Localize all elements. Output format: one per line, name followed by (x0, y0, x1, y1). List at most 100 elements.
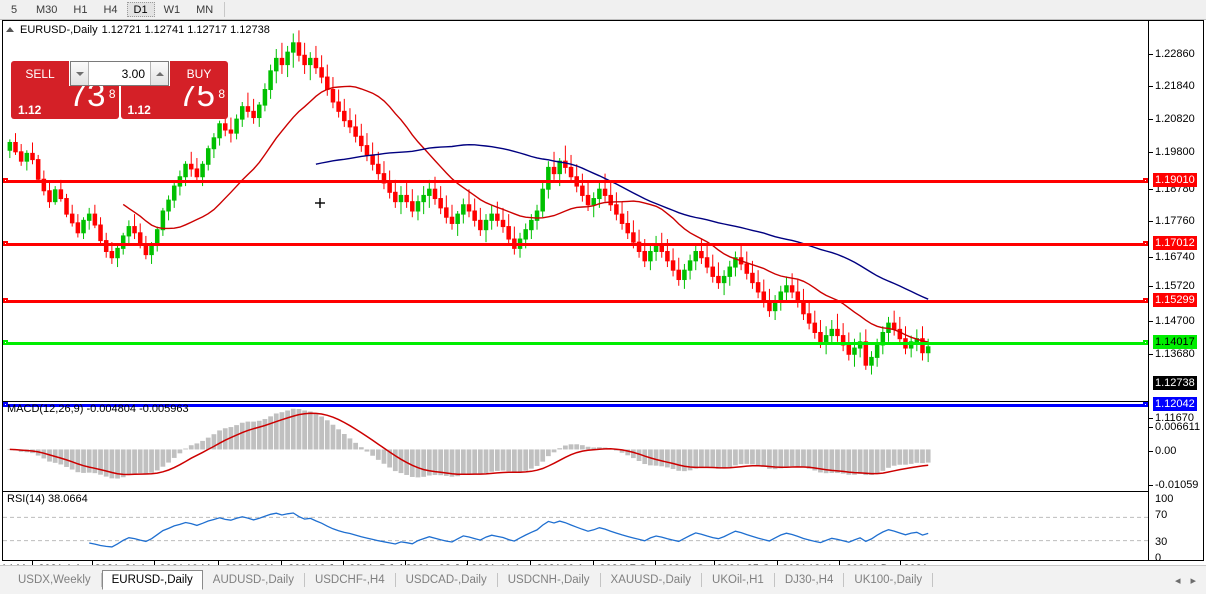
chart-tab-usdcnh-daily[interactable]: USDCNH-,Daily (507, 574, 590, 586)
price-scale-label: 1.20820 (1155, 113, 1195, 125)
timeframe-button-m30[interactable]: M30 (36, 3, 58, 16)
chart-tab-usdx-weekly[interactable]: USDX,Weekly (18, 574, 91, 586)
candle-series (7, 30, 931, 375)
tab-divider (773, 573, 775, 587)
tab-divider (701, 573, 703, 587)
timeframe-button-d1[interactable]: D1 (126, 2, 155, 17)
price-scale-level-label[interactable]: 1.17012 (1153, 236, 1197, 250)
chart-ohlc-values: 1.12721 1.12741 1.12717 1.12738 (101, 23, 270, 36)
price-scale-tick (1149, 54, 1153, 55)
chart-tabs: USDX,Weekly EURUSD-,Daily AUDUSD-,Daily USD… (8, 570, 934, 590)
date-axis-tick (776, 561, 778, 565)
rsi-line (89, 512, 929, 548)
price-scale-tick (1149, 257, 1153, 258)
macd-scale-label: 0.006611 (1155, 421, 1201, 433)
tab-divider (496, 573, 498, 587)
price-scale-label: 1.22860 (1155, 48, 1195, 60)
date-axis-tick (654, 561, 656, 565)
price-scale-label: 1.16740 (1155, 251, 1195, 263)
level-line (3, 404, 1148, 407)
chart-tab-ukoil-h1[interactable]: UKOil-,H1 (712, 574, 764, 586)
ma-fast-line (122, 85, 929, 343)
buy-button[interactable]: BUY (170, 61, 228, 86)
level-line-handle[interactable] (1143, 178, 1148, 183)
sell-button[interactable]: SELL (11, 61, 69, 86)
price-scale-tick (1149, 418, 1153, 419)
date-axis-tick (714, 561, 716, 565)
level-line-handle[interactable] (1143, 241, 1148, 246)
level-line (3, 243, 1148, 246)
chart-tab-eurusd-daily[interactable]: EURUSD-,Daily (101, 570, 203, 590)
level-line-handle[interactable] (3, 402, 8, 407)
buy-price-display[interactable]: 1.12 75 8 (120, 86, 228, 119)
level-line-handle[interactable] (3, 178, 8, 183)
candlestick-plot (7, 30, 931, 375)
price-scale-label: 1.21840 (1155, 80, 1195, 92)
date-axis-tick (31, 561, 33, 565)
price-scale-tick (1149, 221, 1153, 222)
chart-tab-uk100-daily[interactable]: UK100-,Daily (854, 574, 923, 586)
rsi-pane[interactable]: RSI(14) 38.0664 (3, 492, 1148, 560)
macd-label: MACD(12,26,9) -0.004804 -0.005963 (7, 403, 189, 415)
buy-price-prefix: 1.12 (127, 103, 151, 117)
price-scale[interactable]: 1.22860 1.21840 1.20820 1.19800 1.18780 1.177… (1148, 21, 1203, 564)
price-scale-level-label[interactable]: 1.15299 (1153, 293, 1197, 307)
price-scale-label: 1.15720 (1155, 280, 1195, 292)
rsi-label: RSI(14) 38.0664 (7, 493, 88, 505)
triangle-up-icon[interactable] (6, 27, 14, 32)
volume-input[interactable]: 3.00 (121, 66, 145, 81)
timeframe-button-h1[interactable]: H1 (73, 3, 88, 16)
level-line-handle[interactable] (3, 241, 8, 246)
price-scale-tick (1149, 152, 1153, 153)
toolbar-divider (224, 2, 226, 17)
chart-symbol-period: EURUSD-,Daily (20, 23, 98, 36)
tab-nav-buttons[interactable]: ◂ ▸ (1175, 574, 1206, 587)
ma-slow-line (315, 143, 929, 300)
pane-divider-rsi (3, 491, 1148, 492)
price-pane[interactable] (3, 21, 1148, 401)
chart-tab-audusd-daily[interactable]: AUDUSD-,Daily (212, 574, 294, 586)
timeframe-toolbar: 5 M30 H1 H4 D1 W1 MN (0, 0, 1206, 20)
macd-plot (7, 408, 931, 479)
level-line-handle[interactable] (1143, 340, 1148, 345)
sell-price-display[interactable]: 1.12 73 8 (11, 86, 119, 119)
timeframe-button-mn[interactable]: MN (196, 3, 214, 16)
macd-scale-label: -0.01059 (1155, 479, 1199, 491)
level-line-handle[interactable] (1143, 298, 1148, 303)
tab-scroll-right-icon[interactable]: ▸ (1190, 574, 1196, 587)
level-line-handle[interactable] (3, 298, 8, 303)
volume-increase-button[interactable] (150, 62, 168, 85)
macd-pane[interactable]: MACD(12,26,9) -0.004804 -0.005963 (3, 402, 1148, 491)
price-scale-level-label[interactable]: 1.12738 (1153, 376, 1197, 390)
chevron-up-icon (155, 71, 164, 76)
chart-tab-bar[interactable]: USDX,Weekly EURUSD-,Daily AUDUSD-,Daily USD… (0, 565, 1206, 594)
volume-decrease-button[interactable] (71, 62, 89, 85)
timeframe-button-h4[interactable]: H4 (103, 3, 118, 16)
price-scale-level-label[interactable]: 1.12042 (1153, 397, 1197, 411)
price-scale-level-label[interactable]: 1.14017 (1153, 335, 1197, 349)
chart-tab-usdchf-h4[interactable]: USDCHF-,H4 (314, 574, 385, 586)
tab-scroll-left-icon[interactable]: ◂ (1174, 574, 1181, 587)
price-scale-tick (1149, 86, 1153, 87)
chart-tab-xauusd-daily[interactable]: XAUUSD-,Daily (610, 574, 692, 586)
date-axis-tick (217, 561, 219, 565)
level-line-handle[interactable] (3, 340, 8, 345)
price-scale-tick (1149, 485, 1153, 486)
chevron-down-icon (75, 71, 84, 76)
timeframe-button-w1[interactable]: W1 (163, 3, 181, 16)
date-axis-tick (899, 561, 901, 565)
rsi-scale-label: 70 (1155, 509, 1168, 521)
price-scale-level-label[interactable]: 1.19010 (1153, 173, 1197, 187)
volume-stepper[interactable]: 3.00 (70, 61, 169, 86)
level-line (3, 180, 1148, 183)
date-axis-tick (280, 561, 282, 565)
one-click-trade-panel[interactable]: SELL 3.00 BUY 1.12 73 8 1.12 75 8 (11, 61, 228, 119)
level-line-handle[interactable] (1143, 402, 1148, 407)
timeframe-button-5[interactable]: 5 (10, 3, 18, 16)
price-scale-tick (1149, 119, 1153, 120)
tab-divider (303, 573, 305, 587)
chart-tab-dj30-h4[interactable]: DJ30-,H4 (784, 574, 834, 586)
date-axis-tick (839, 561, 841, 565)
chart-tab-usdcad-daily[interactable]: USDCAD-,Daily (405, 574, 487, 586)
rsi-scale-label: 30 (1155, 536, 1168, 548)
